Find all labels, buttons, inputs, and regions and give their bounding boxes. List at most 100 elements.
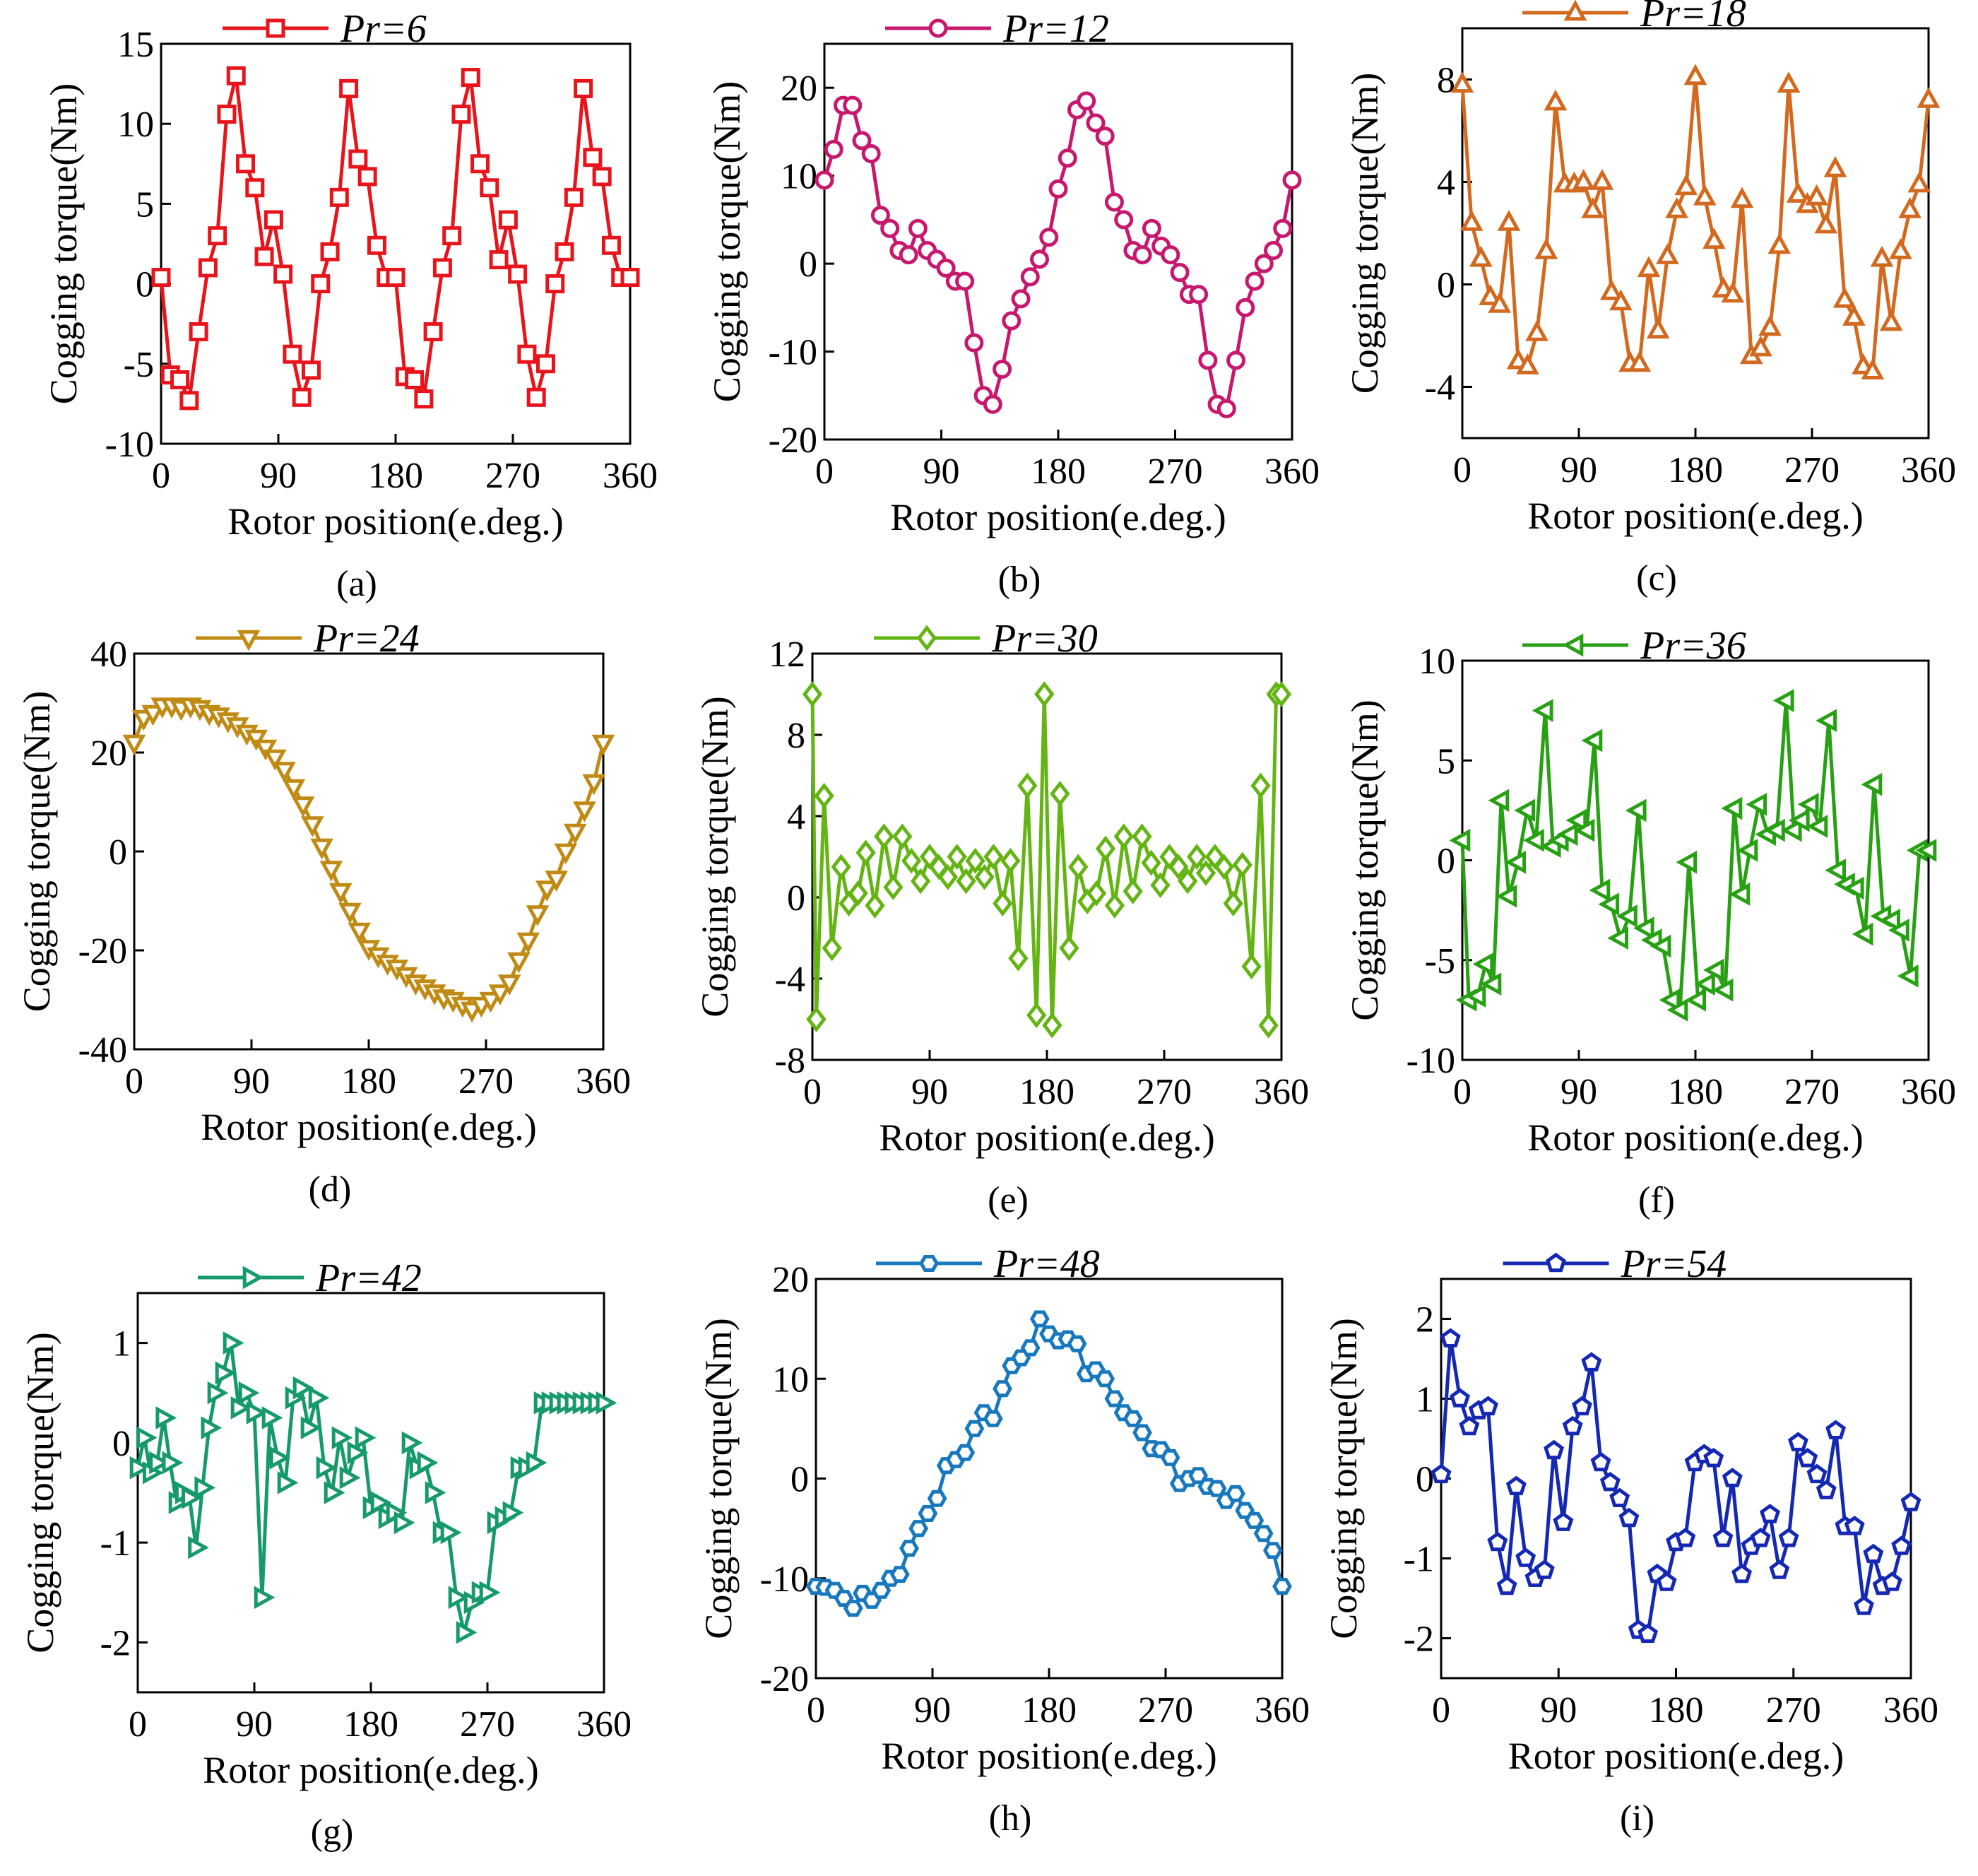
data-point <box>1750 1528 1771 1547</box>
data-point <box>1816 709 1837 733</box>
data-point <box>1245 271 1265 291</box>
x-tick-label: 270 <box>1784 450 1840 490</box>
x-axis-label: Rotor position(e.deg.) <box>203 1749 538 1791</box>
x-tick-label: 270 <box>1138 1690 1193 1730</box>
series-line <box>815 1317 1284 1610</box>
data-point <box>555 242 574 261</box>
data-point <box>843 1600 863 1617</box>
y-axis-label: Cogging torque(Nm) <box>706 81 748 402</box>
data-point <box>269 1446 291 1470</box>
data-point <box>1113 823 1134 850</box>
data-point <box>1450 71 1474 93</box>
data-point <box>423 322 443 342</box>
y-tick-label: -20 <box>78 931 127 972</box>
data-point <box>1059 935 1079 962</box>
y-tick-label: 0 <box>109 832 127 873</box>
y-tick-label: 0 <box>1416 1460 1434 1500</box>
data-point <box>1746 793 1767 816</box>
data-point <box>300 816 324 837</box>
data-point <box>1086 113 1106 133</box>
data-point <box>1656 243 1679 264</box>
data-point <box>545 871 568 892</box>
data-point <box>149 1451 170 1475</box>
data-point <box>1729 883 1751 906</box>
data-point <box>1881 1571 1902 1591</box>
data-point <box>291 796 315 818</box>
data-point <box>425 1481 446 1504</box>
legend-label: Pr=18 <box>1640 0 1746 35</box>
data-point <box>802 681 823 707</box>
y-tick-label: -4 <box>775 960 805 1000</box>
panel-caption: (i) <box>1620 1798 1654 1839</box>
panel-caption: (g) <box>311 1812 354 1853</box>
data-point <box>1132 245 1152 265</box>
data-point <box>516 932 540 954</box>
data-point <box>563 823 587 845</box>
data-point <box>1095 126 1115 146</box>
data-point <box>194 1476 216 1499</box>
data-point <box>1780 818 1802 842</box>
data-point <box>1760 1504 1780 1523</box>
data-point <box>1676 850 1698 874</box>
chart-panel: -8 -4 0 4 8 12 0 90 180 270 360 Rotor position(e.de… <box>694 617 1309 1220</box>
chart-panel: -40 -20 0 20 40 0 90 180 270 360 Rotor position(e.… <box>16 617 631 1210</box>
data-point <box>348 922 372 944</box>
y-tick-label: -10 <box>105 425 154 465</box>
data-point <box>226 66 246 85</box>
data-point <box>965 847 985 874</box>
data-point <box>331 1426 353 1450</box>
data-point <box>1198 350 1218 370</box>
y-tick-label: -2 <box>1404 1620 1434 1660</box>
data-point <box>1017 772 1038 799</box>
data-point <box>517 344 537 364</box>
x-tick-label: 90 <box>914 1690 951 1730</box>
data-point <box>1767 232 1792 254</box>
data-point <box>1226 1485 1245 1502</box>
data-point <box>1823 156 1847 177</box>
data-point <box>308 1386 330 1410</box>
data-point <box>1842 876 1864 900</box>
data-point <box>901 847 922 874</box>
data-point <box>1797 793 1819 816</box>
data-point <box>843 95 863 115</box>
y-tick-label: -40 <box>78 1030 127 1070</box>
x-tick-label: 270 <box>1137 1072 1192 1112</box>
data-point <box>1505 850 1527 874</box>
data-point <box>1026 1002 1047 1029</box>
y-tick-label: 4 <box>787 797 805 837</box>
data-point <box>955 1444 976 1461</box>
data-point <box>1104 192 1124 212</box>
data-point <box>1915 839 1937 862</box>
data-point <box>1879 309 1903 331</box>
data-point <box>1609 289 1633 311</box>
x-tick-label: 270 <box>1784 1072 1840 1112</box>
data-point <box>324 1481 345 1504</box>
data-point <box>320 242 340 261</box>
data-point <box>1777 71 1801 93</box>
data-point <box>1581 1352 1602 1371</box>
y-axis-label: Cogging torque(Nm) <box>42 83 85 404</box>
data-point <box>1573 818 1595 842</box>
data-point <box>401 1431 423 1455</box>
data-point <box>814 782 834 809</box>
x-tick-label: 90 <box>1561 1072 1597 1112</box>
data-point <box>564 187 584 207</box>
data-point <box>1787 1432 1808 1451</box>
y-tick-label: 2 <box>1416 1300 1434 1340</box>
data-point <box>824 139 843 159</box>
y-axis-label: Cogging torque(Nm) <box>19 1332 61 1653</box>
data-point <box>1907 171 1931 193</box>
y-tick-label: 10 <box>1419 642 1455 682</box>
y-tick-label: -8 <box>775 1041 805 1081</box>
y-tick-label: 8 <box>1437 61 1455 101</box>
data-point <box>1722 1468 1743 1487</box>
x-tick-label: 180 <box>1021 1690 1077 1730</box>
data-point <box>1731 1563 1753 1583</box>
data-point <box>848 880 868 907</box>
data-point <box>1565 808 1587 832</box>
data-point <box>870 206 890 225</box>
data-point <box>1189 285 1209 305</box>
data-point <box>1806 815 1828 838</box>
data-point <box>908 1520 929 1538</box>
data-point <box>432 258 452 278</box>
